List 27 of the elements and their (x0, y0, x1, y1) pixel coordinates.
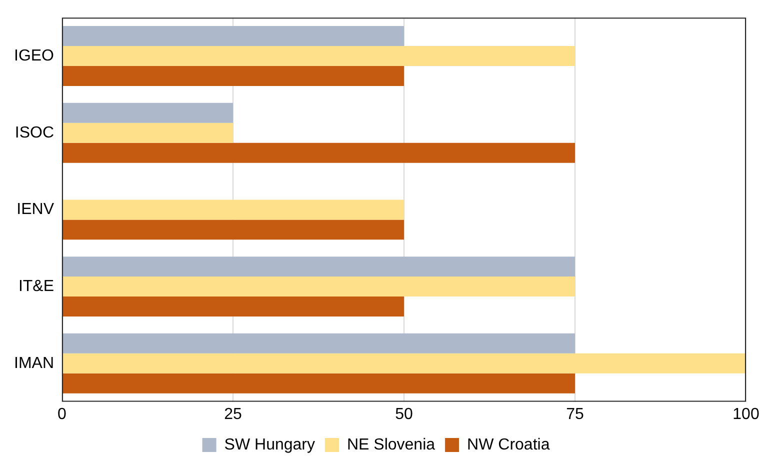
bar (62, 46, 575, 66)
x-tick-label: 0 (58, 406, 67, 423)
y-tick-label: IENV (16, 201, 54, 218)
bar (62, 66, 404, 86)
bar (62, 276, 575, 297)
legend-label: SW Hungary (224, 436, 315, 454)
bar (62, 220, 404, 240)
legend-label: NE Slovenia (346, 436, 436, 454)
x-tick-label: 75 (566, 406, 584, 423)
bar (62, 142, 575, 163)
bar (62, 296, 404, 317)
legend-label: NW Croatia (467, 436, 550, 454)
bar (62, 122, 234, 143)
y-tick-label: IMAN (14, 354, 54, 372)
bar (62, 26, 404, 46)
y-tick-label: IT&E (18, 278, 54, 295)
bar (62, 373, 575, 394)
x-tick-label: 50 (395, 406, 414, 423)
bar (62, 256, 575, 277)
bar (62, 102, 234, 123)
y-tick-label: ISOC (14, 124, 54, 142)
x-tick-label: 25 (224, 406, 242, 423)
bar (62, 200, 404, 220)
bar (62, 353, 746, 374)
x-tick-label: 100 (732, 406, 760, 423)
bar (62, 333, 575, 354)
y-tick-label: IGEO (14, 47, 54, 64)
